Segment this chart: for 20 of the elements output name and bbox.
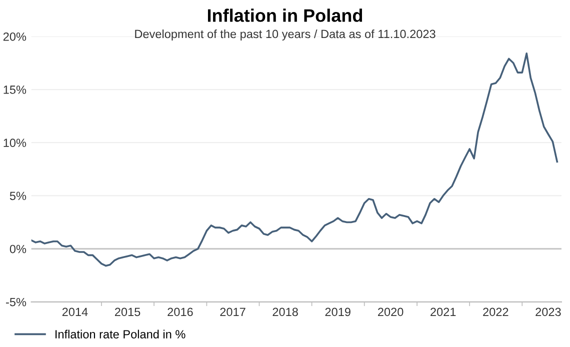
- y-tick-label: 10%: [4, 138, 26, 148]
- y-tick-label: 5%: [10, 192, 26, 200]
- x-tick-label: 2022: [483, 308, 508, 316]
- y-tick-label: 15%: [4, 86, 26, 94]
- y-tick-label: 0%: [10, 244, 26, 254]
- x-tick-label: 2019: [325, 308, 350, 316]
- x-tick-label: 2020: [378, 308, 404, 316]
- x-tick-label: 2017: [220, 308, 246, 316]
- x-tick-label: 2018: [272, 308, 298, 316]
- x-tick-label: 2014: [62, 308, 88, 316]
- line-series: [31, 52, 558, 267]
- y-tick-label: 20%: [3, 32, 26, 41]
- x-tick-label: 2016: [168, 308, 193, 316]
- x-tick-label: 2023: [536, 308, 561, 316]
- y-tick-label: -5%: [6, 298, 26, 306]
- chart-title: Inflation in Poland: [208, 8, 362, 22]
- x-tick-label: 2015: [114, 308, 140, 316]
- chart-subtitle: Development of the past 10 years / Data as of 11.10.2023: [135, 29, 436, 40]
- legend-label: Inflation rate Poland in %: [56, 330, 186, 338]
- x-tick-label: 2021: [430, 308, 456, 316]
